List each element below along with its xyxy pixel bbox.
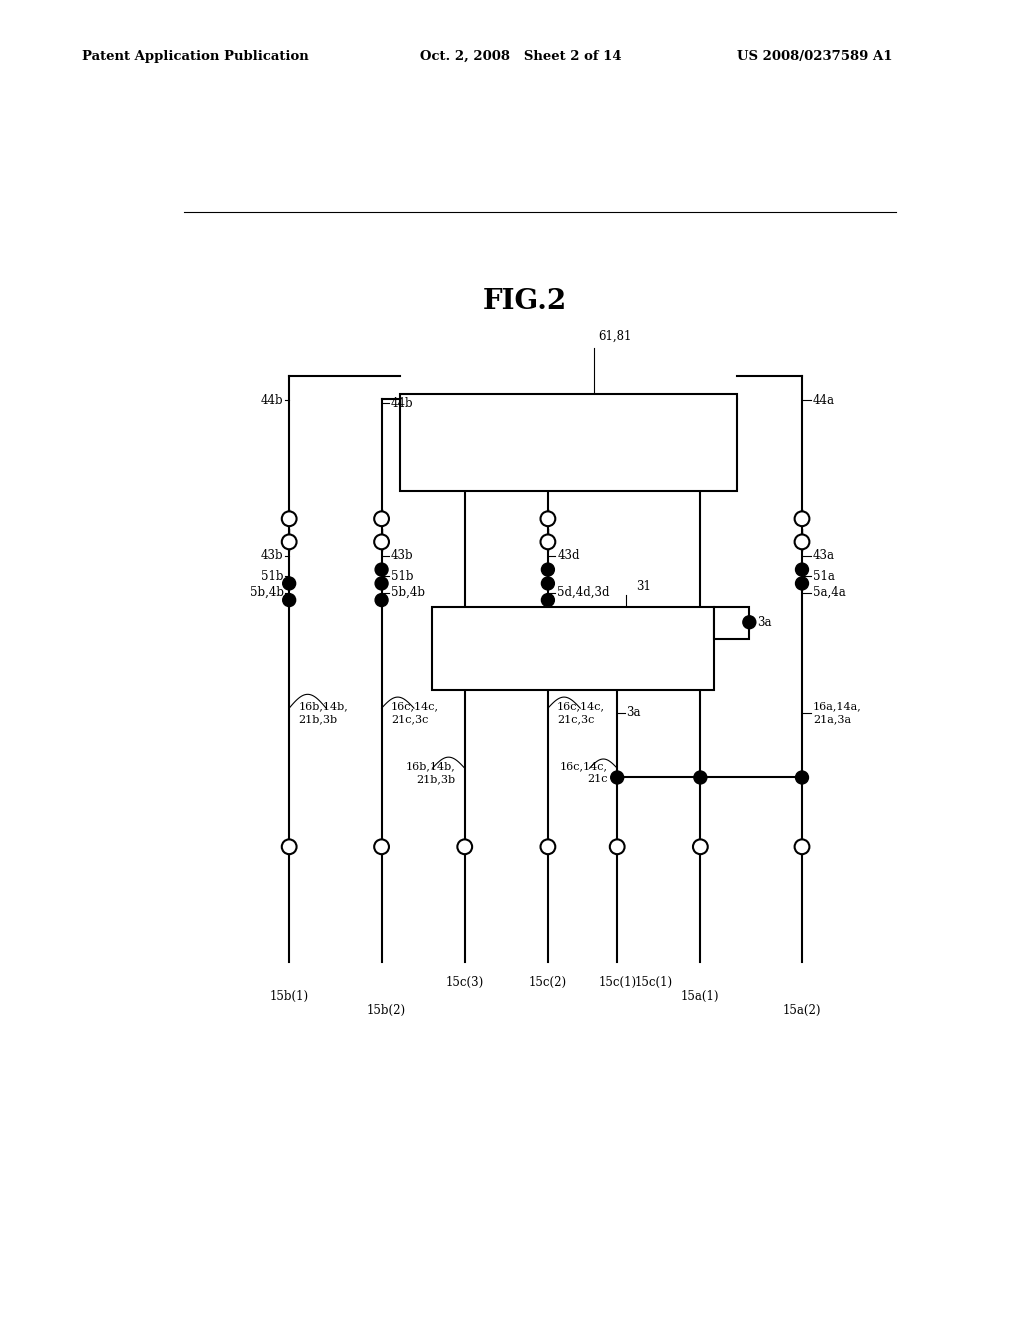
Text: 43a: 43a — [813, 549, 836, 562]
Circle shape — [283, 594, 296, 607]
Text: 21c,3c: 21c,3c — [391, 714, 428, 725]
Text: 43b: 43b — [391, 549, 414, 562]
Text: US 2008/0237589 A1: US 2008/0237589 A1 — [737, 50, 893, 63]
Text: 15c(2): 15c(2) — [528, 977, 567, 989]
Text: 15c(1): 15c(1) — [635, 977, 673, 989]
Circle shape — [610, 840, 625, 854]
Circle shape — [541, 535, 555, 549]
Text: 21a,3a: 21a,3a — [813, 714, 851, 725]
Text: 43b: 43b — [261, 549, 284, 562]
Text: 15a(2): 15a(2) — [782, 1003, 821, 1016]
Text: 16a,14a,: 16a,14a, — [813, 701, 862, 711]
Text: 5a,4a: 5a,4a — [813, 586, 846, 599]
Text: 15a(1): 15a(1) — [681, 990, 720, 1003]
Text: 44a: 44a — [813, 393, 836, 407]
Text: 21c,3c: 21c,3c — [557, 714, 595, 725]
Text: 31: 31 — [636, 579, 650, 593]
Bar — [400, 395, 737, 491]
Text: 15b(2): 15b(2) — [367, 1003, 406, 1016]
Text: 51b: 51b — [391, 569, 414, 582]
Circle shape — [375, 564, 388, 576]
Circle shape — [796, 564, 809, 576]
Circle shape — [742, 615, 756, 628]
Circle shape — [283, 577, 296, 590]
Circle shape — [375, 594, 388, 607]
Circle shape — [541, 840, 555, 854]
Text: FIG.2: FIG.2 — [482, 288, 567, 315]
Text: 15c(3): 15c(3) — [445, 977, 484, 989]
Text: Oct. 2, 2008   Sheet 2 of 14: Oct. 2, 2008 Sheet 2 of 14 — [420, 50, 622, 63]
Circle shape — [375, 577, 388, 590]
Text: 5d,4d,3d: 5d,4d,3d — [557, 586, 609, 599]
Circle shape — [282, 511, 297, 527]
Text: 16c,14c,: 16c,14c, — [560, 762, 608, 771]
Text: 51b: 51b — [261, 569, 284, 582]
Circle shape — [693, 840, 708, 854]
Circle shape — [374, 535, 389, 549]
Text: 5b,4b: 5b,4b — [391, 586, 425, 599]
Text: 61,81: 61,81 — [599, 330, 632, 343]
Text: 16c,14c,: 16c,14c, — [391, 701, 439, 711]
Circle shape — [796, 771, 809, 784]
Text: 44b: 44b — [261, 393, 284, 407]
Circle shape — [694, 771, 707, 784]
Circle shape — [374, 840, 389, 854]
Circle shape — [796, 577, 809, 590]
Text: 21c: 21c — [588, 775, 608, 784]
Text: 44b: 44b — [391, 397, 414, 409]
Circle shape — [795, 511, 809, 527]
Text: 15c(1): 15c(1) — [598, 977, 636, 989]
Circle shape — [282, 840, 297, 854]
Text: Patent Application Publication: Patent Application Publication — [82, 50, 308, 63]
Circle shape — [610, 771, 624, 784]
Bar — [432, 607, 714, 689]
Text: 43d: 43d — [557, 549, 580, 562]
Text: 16c,14c,: 16c,14c, — [557, 701, 605, 711]
Circle shape — [282, 535, 297, 549]
Text: 16b,14b,: 16b,14b, — [298, 701, 348, 711]
Circle shape — [542, 577, 554, 590]
Text: 3a: 3a — [627, 706, 641, 719]
Circle shape — [458, 840, 472, 854]
Circle shape — [795, 840, 809, 854]
Circle shape — [795, 535, 809, 549]
Bar — [714, 607, 750, 639]
Circle shape — [374, 511, 389, 527]
Circle shape — [542, 564, 554, 576]
Text: 15b(1): 15b(1) — [269, 990, 309, 1003]
Text: 21b,3b: 21b,3b — [298, 714, 338, 725]
Circle shape — [542, 594, 554, 607]
Text: 16b,14b,: 16b,14b, — [406, 762, 456, 771]
Text: 3a: 3a — [757, 615, 771, 628]
Text: 51a: 51a — [813, 569, 835, 582]
Circle shape — [541, 511, 555, 527]
Text: 5b,4b: 5b,4b — [250, 586, 284, 599]
Text: 21b,3b: 21b,3b — [417, 775, 456, 784]
